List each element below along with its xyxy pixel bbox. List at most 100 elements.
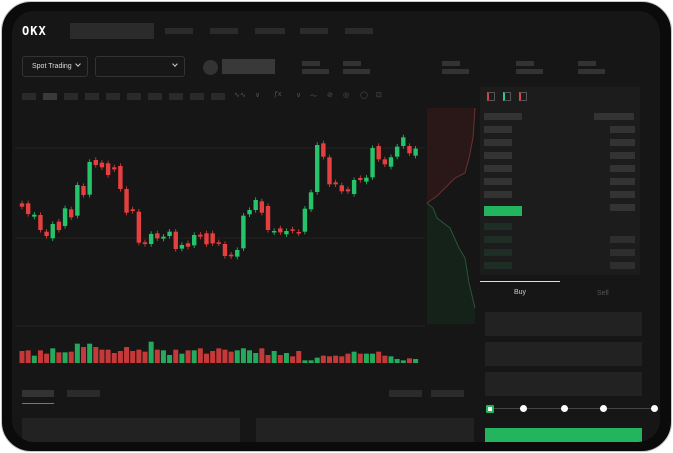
book-header-amount	[594, 113, 634, 120]
buy-button[interactable]	[485, 428, 642, 442]
stat-label	[578, 61, 596, 66]
slider-stop-50[interactable]	[561, 405, 568, 412]
volume-bar	[105, 349, 111, 363]
bid-amount	[610, 262, 635, 269]
candle	[228, 254, 234, 257]
volume-bar	[394, 359, 400, 363]
timeframe-button[interactable]	[64, 93, 78, 100]
slider-stop-75[interactable]	[600, 405, 607, 412]
volume-bar	[25, 350, 31, 363]
market-type-label: Spot Trading	[32, 63, 72, 70]
book-view-both-icon[interactable]	[487, 92, 495, 101]
candle	[167, 231, 172, 236]
active-tab-underline	[22, 403, 54, 404]
timeframe-button[interactable]	[85, 93, 99, 100]
timeframe-button[interactable]	[106, 93, 120, 100]
ask-amount	[610, 152, 635, 159]
price-input[interactable]	[485, 312, 642, 336]
nav-item[interactable]	[300, 28, 328, 34]
volume-bar	[160, 350, 166, 363]
candle	[69, 209, 74, 218]
okx-logo[interactable]: OKX	[22, 24, 47, 38]
candle	[401, 137, 406, 146]
candle	[265, 206, 271, 230]
indicator-icon[interactable]: ∿∿	[234, 92, 246, 99]
candle	[161, 236, 166, 239]
fullscreen-icon[interactable]: ⊡	[376, 92, 382, 99]
candle	[81, 186, 86, 195]
candle	[321, 143, 326, 157]
volume-bar	[345, 353, 351, 363]
volume-bar	[87, 343, 93, 363]
tab-order-history[interactable]	[67, 390, 100, 397]
candlestick-chart[interactable]	[15, 108, 425, 378]
bid-depth-area	[427, 203, 475, 324]
volume-bar	[197, 348, 203, 363]
stat-label	[516, 61, 534, 66]
timeframe-button[interactable]	[190, 93, 204, 100]
volume-bar	[191, 350, 197, 363]
volume-bar	[99, 349, 105, 363]
volume-bar	[93, 347, 99, 363]
candle	[118, 166, 123, 189]
total-input[interactable]	[485, 372, 642, 396]
nav-item[interactable]	[165, 28, 193, 34]
ask-price	[484, 126, 512, 133]
book-view-bids-icon[interactable]	[503, 92, 511, 101]
filter-button[interactable]	[389, 390, 422, 397]
candle	[124, 189, 129, 213]
pair-dropdown[interactable]	[95, 56, 185, 77]
line-icon[interactable]: 〜	[310, 93, 317, 100]
market-type-dropdown[interactable]: Spot Trading	[22, 56, 88, 77]
volume-bar	[210, 351, 216, 363]
ask-amount	[610, 165, 635, 172]
candle	[19, 203, 25, 207]
formula-icon[interactable]: ƒx	[274, 91, 282, 98]
candle	[130, 209, 135, 211]
volume-bar	[413, 359, 419, 363]
candle	[204, 233, 209, 245]
volume-bar	[228, 351, 234, 363]
volume-bar	[283, 353, 289, 363]
volume-bar	[320, 355, 326, 363]
tab-buy[interactable]: Buy	[514, 289, 527, 296]
slider-handle[interactable]	[486, 405, 494, 413]
volume-bar	[37, 350, 43, 363]
chevron-down-icon[interactable]: ∨	[255, 92, 261, 99]
candle	[148, 234, 154, 244]
pencil-icon[interactable]: ⊘	[327, 92, 333, 99]
nav-item[interactable]	[255, 28, 285, 34]
book-view-asks-icon[interactable]	[519, 92, 527, 101]
timeframe-button[interactable]	[148, 93, 162, 100]
nav-item[interactable]	[210, 28, 238, 34]
chevron-down-icon	[172, 61, 178, 67]
candle	[259, 201, 265, 213]
stat-value	[578, 69, 605, 74]
timeframe-button[interactable]	[22, 93, 36, 100]
slider-stop-100[interactable]	[651, 405, 658, 412]
timeframe-button[interactable]	[43, 93, 57, 100]
volume-bar	[124, 347, 130, 363]
search-bar[interactable]	[70, 23, 154, 39]
timeframe-button[interactable]	[211, 93, 225, 100]
amount-input[interactable]	[485, 342, 642, 366]
bid-price	[484, 236, 512, 243]
filter-button[interactable]	[431, 390, 464, 397]
tab-sell[interactable]: Sell	[597, 290, 609, 297]
chevron-down-icon[interactable]: ∨	[296, 92, 302, 99]
ask-price	[484, 152, 512, 159]
timeframe-button[interactable]	[169, 93, 183, 100]
volume-bar	[142, 351, 148, 363]
tab-open-orders[interactable]	[22, 390, 54, 397]
candle	[105, 163, 111, 175]
volume-bar	[333, 355, 339, 363]
candle	[271, 231, 277, 233]
candle	[142, 242, 148, 244]
camera-icon[interactable]: ◯	[360, 92, 368, 99]
percent-slider-track[interactable]	[490, 408, 655, 409]
timeframe-button[interactable]	[127, 93, 141, 100]
nav-item[interactable]	[345, 28, 373, 34]
settings-icon[interactable]: ◎	[343, 92, 350, 99]
slider-stop-25[interactable]	[520, 405, 527, 412]
volume-bar	[50, 348, 56, 363]
